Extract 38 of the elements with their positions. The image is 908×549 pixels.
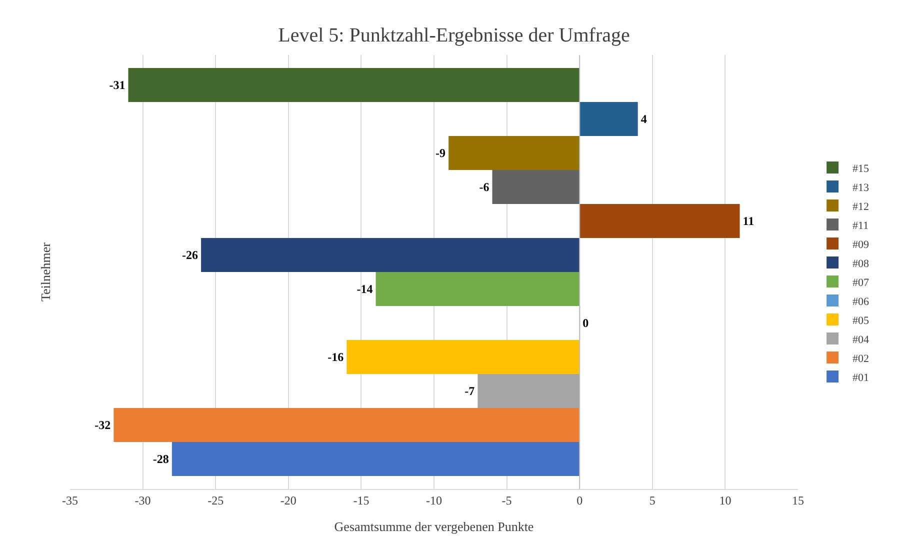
x-tick-label: -30 xyxy=(134,493,151,508)
legend-label: #06 xyxy=(852,296,870,308)
x-tick-label: -25 xyxy=(208,493,224,508)
legend-label: #02 xyxy=(852,352,870,365)
x-tick-label: 0 xyxy=(576,493,583,508)
data-label: -6 xyxy=(479,180,490,194)
x-tick-label: -35 xyxy=(62,493,78,508)
data-label: -9 xyxy=(436,146,446,160)
data-label: 0 xyxy=(582,316,589,330)
legend-label: #15 xyxy=(852,162,870,175)
legend-label: #09 xyxy=(852,238,870,251)
y-axis-title: Teilnehmer xyxy=(38,242,53,302)
x-tick-label: -20 xyxy=(280,493,296,508)
legend-label: #05 xyxy=(852,314,870,327)
data-label: -26 xyxy=(182,248,198,262)
x-axis-title: Gesamtsumme der vergebenen Punkte xyxy=(334,519,534,534)
legend-label: #08 xyxy=(852,258,870,270)
x-tick-label: -15 xyxy=(353,493,370,508)
legend-label: #13 xyxy=(852,182,870,194)
legend-label: #07 xyxy=(852,276,870,289)
data-label: 11 xyxy=(742,214,754,228)
data-label: -16 xyxy=(328,350,344,364)
legend-label: #04 xyxy=(852,334,870,346)
data-label: 4 xyxy=(640,112,647,126)
data-label: -28 xyxy=(152,452,169,466)
legend-label: #11 xyxy=(852,220,869,232)
data-label: -31 xyxy=(109,78,126,92)
x-tick-label: 15 xyxy=(792,493,804,508)
legend-label: #01 xyxy=(852,372,870,384)
x-tick-label: 10 xyxy=(719,493,732,508)
legend-label: #12 xyxy=(852,200,870,213)
x-tick-label: 5 xyxy=(649,493,656,508)
chart-title: Level 5: Punktzahl-Ergebnisse der Umfrage xyxy=(278,24,630,46)
data-label: -32 xyxy=(94,418,111,432)
x-tick-label: -5 xyxy=(502,493,512,508)
data-label: -14 xyxy=(356,282,373,296)
data-label: -7 xyxy=(464,384,475,398)
x-tick-label: -10 xyxy=(426,493,442,508)
